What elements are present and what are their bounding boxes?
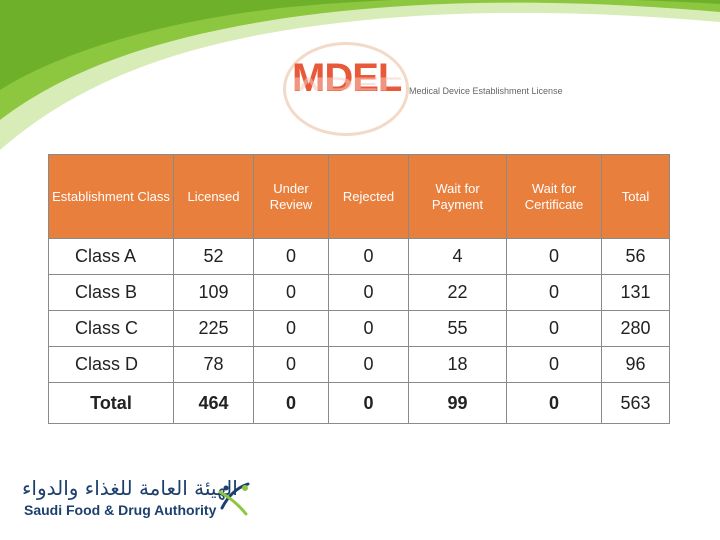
cell-licensed: 78: [173, 346, 254, 383]
header-rejected: Rejected: [328, 154, 409, 239]
cell-wait-for-payment: 18: [408, 346, 507, 383]
green-swoosh-decoration: [0, 0, 720, 150]
total-wait-for-certificate: 0: [506, 382, 602, 424]
cell-wait-for-certificate: 0: [506, 346, 602, 383]
cell-wait-for-certificate: 0: [506, 310, 602, 347]
total-wait-for-payment: 99: [408, 382, 507, 424]
header-total: Total: [601, 154, 670, 239]
mdel-logo-subtitle: Medical Device Establishment License: [409, 86, 563, 96]
total-under-review: 0: [253, 382, 329, 424]
cell-total: 96: [601, 346, 670, 383]
cell-total: 56: [601, 238, 670, 275]
table-row: Class C 225 0 0 55 0 280: [48, 310, 670, 347]
cell-rejected: 0: [328, 238, 409, 275]
total-rejected: 0: [328, 382, 409, 424]
cell-rejected: 0: [328, 274, 409, 311]
table-row: Class A 52 0 0 4 0 56: [48, 238, 670, 275]
row-label: Class C: [48, 310, 174, 347]
header-under-review: Under Review: [253, 154, 329, 239]
total-row-label: Total: [48, 382, 174, 424]
mdel-logo-reflection: MDEL: [292, 73, 402, 93]
cell-total: 131: [601, 274, 670, 311]
row-label: Class D: [48, 346, 174, 383]
total-licensed: 464: [173, 382, 254, 424]
table-row: Class D 78 0 0 18 0 96: [48, 346, 670, 383]
header-wait-for-payment: Wait for Payment: [408, 154, 507, 239]
cell-total: 280: [601, 310, 670, 347]
mdel-logo-ring: [283, 42, 409, 136]
cell-wait-for-certificate: 0: [506, 274, 602, 311]
cell-wait-for-certificate: 0: [506, 238, 602, 275]
header-establishment-class: Establishment Class: [48, 154, 174, 239]
cell-rejected: 0: [328, 346, 409, 383]
cell-wait-for-payment: 55: [408, 310, 507, 347]
mdel-logo-wordmark: MDEL: [292, 56, 402, 100]
cell-wait-for-payment: 22: [408, 274, 507, 311]
cell-licensed: 225: [173, 310, 254, 347]
table-header-row: Establishment Class Licensed Under Revie…: [48, 154, 670, 239]
cell-wait-for-payment: 4: [408, 238, 507, 275]
row-label: Class B: [48, 274, 174, 311]
table-row: Class B 109 0 0 22 0 131: [48, 274, 670, 311]
grand-total: 563: [601, 382, 670, 424]
cell-rejected: 0: [328, 310, 409, 347]
cell-under-review: 0: [253, 346, 329, 383]
cell-under-review: 0: [253, 238, 329, 275]
cell-under-review: 0: [253, 310, 329, 347]
sfda-arabic-name: الهيئة العامة للغذاء والدواء: [22, 476, 238, 500]
header-wait-for-certificate: Wait for Certificate: [506, 154, 602, 239]
cell-licensed: 52: [173, 238, 254, 275]
cell-licensed: 109: [173, 274, 254, 311]
table-total-row: Total 464 0 0 99 0 563: [48, 382, 670, 424]
sfda-emblem-icon: [218, 482, 250, 516]
establishment-license-table: Establishment Class Licensed Under Revie…: [48, 154, 670, 424]
header-licensed: Licensed: [173, 154, 254, 239]
row-label: Class A: [48, 238, 174, 275]
cell-under-review: 0: [253, 274, 329, 311]
sfda-english-name: Saudi Food & Drug Authority: [24, 502, 217, 518]
